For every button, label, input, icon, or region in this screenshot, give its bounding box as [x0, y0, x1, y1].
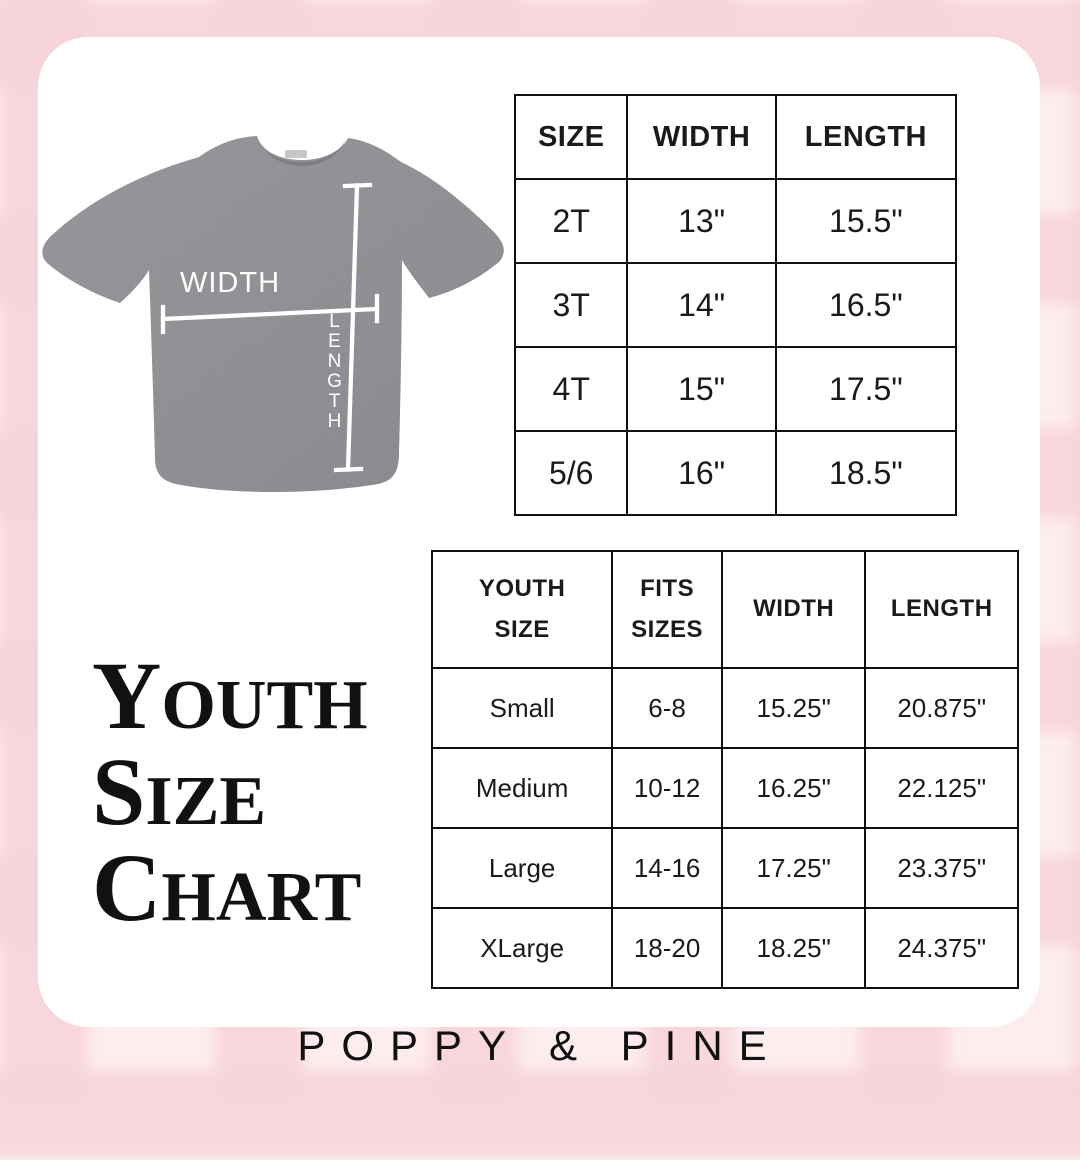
svg-text:E: E — [328, 331, 342, 352]
svg-text:N: N — [328, 351, 343, 372]
svg-text:WIDTH: WIDTH — [180, 267, 280, 299]
svg-text:H: H — [328, 411, 343, 432]
svg-text:T: T — [329, 391, 342, 412]
svg-text:G: G — [327, 371, 343, 392]
svg-text:L: L — [329, 311, 341, 332]
